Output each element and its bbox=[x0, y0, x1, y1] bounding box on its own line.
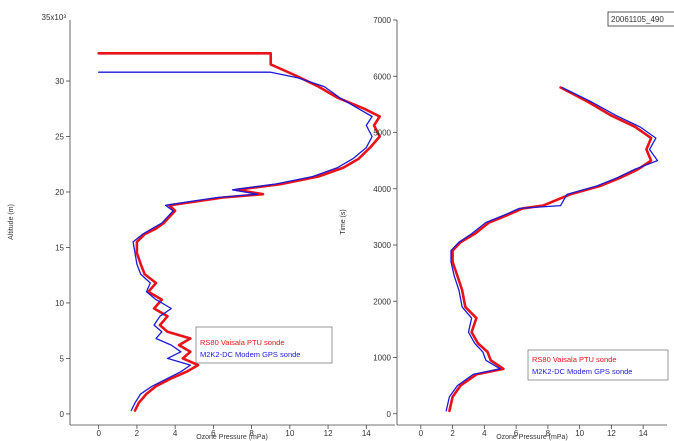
left-legend-box bbox=[195, 326, 333, 364]
left-legend: RS80 Vaisala PTU sonde M2K2-DC Modem GPS… bbox=[195, 326, 333, 364]
left-legend-entry-rs80: RS80 Vaisala PTU sonde bbox=[200, 338, 285, 347]
right-y-tick-label: 6000 bbox=[373, 72, 391, 81]
left-y-tick-label: 20 bbox=[55, 188, 64, 197]
left-y-tick-label: 0 bbox=[60, 410, 65, 419]
right-y-tick-label: 2000 bbox=[373, 297, 391, 306]
right-series-line-rs80 bbox=[448, 86, 653, 413]
left-x-tick-label: 8 bbox=[249, 429, 254, 438]
left-x-tick-label: 2 bbox=[135, 429, 140, 438]
annotation-label: 20061105_490 bbox=[611, 15, 664, 24]
right-y-axis-title: Time (s) bbox=[340, 209, 347, 234]
right-x-tick-label: 14 bbox=[639, 429, 648, 438]
left-series-line-m2k2-dc bbox=[98, 71, 373, 412]
right-x-tick-label: 12 bbox=[607, 429, 616, 438]
left-x-tick-label: 6 bbox=[211, 429, 216, 438]
left-y-tick-label: 5 bbox=[60, 354, 65, 363]
right-y-tick-label: 1000 bbox=[373, 354, 391, 363]
right-y-tick-label: 3000 bbox=[373, 241, 391, 250]
right-x-tick-label: 4 bbox=[482, 429, 487, 438]
right-x-axis-title: Ozone Pressure (mPa) bbox=[496, 434, 568, 441]
right-x-tick-label: 10 bbox=[575, 429, 584, 438]
left-y-tick-label: 10 bbox=[55, 299, 64, 308]
left-y-axis-title: Altitude (m) bbox=[8, 204, 15, 240]
left-y-tick-label: 15 bbox=[55, 243, 64, 252]
left-x-tick-label: 14 bbox=[362, 429, 371, 438]
right-y-tick-label: 5000 bbox=[373, 129, 391, 138]
left-legend-entry-m2k2: M2K2-DC Modem GPS sonde bbox=[200, 350, 300, 359]
right-legend-entry-m2k2: M2K2-DC Modem GPS sonde bbox=[532, 367, 632, 376]
altitude-panel: 0 5 10 15 20 25 30 0 2 4 6 8 10 12 14 bbox=[55, 20, 395, 438]
y-multiplier-label: 35x10³ bbox=[42, 13, 67, 22]
left-y-tick-label: 25 bbox=[55, 133, 64, 142]
right-x-tick-label: 8 bbox=[546, 429, 551, 438]
right-legend: RS80 Vaisala PTU sonde M2K2-DC Modem GPS… bbox=[527, 349, 669, 381]
right-x-tick-label: 6 bbox=[514, 429, 519, 438]
right-legend-entry-rs80: RS80 Vaisala PTU sonde bbox=[532, 355, 617, 364]
right-series-line-m2k2-dc bbox=[445, 86, 659, 412]
right-y-tick-label: 0 bbox=[387, 410, 392, 419]
right-x-tick-label: 0 bbox=[419, 429, 424, 438]
left-series-line-rs80 bbox=[97, 51, 382, 412]
time-panel: 0 1000 2000 3000 4000 5000 6000 7000 0 2 4 6 8 10 12 14 bbox=[373, 16, 667, 438]
right-y-tick-label: 7000 bbox=[373, 16, 391, 25]
right-legend-box bbox=[527, 349, 669, 381]
left-y-tick-label: 30 bbox=[55, 77, 64, 86]
right-x-tick-label: 2 bbox=[450, 429, 455, 438]
left-x-tick-label: 0 bbox=[96, 429, 101, 438]
left-x-tick-label: 12 bbox=[324, 429, 333, 438]
annotation-box bbox=[607, 11, 674, 27]
left-x-tick-label: 10 bbox=[285, 429, 294, 438]
left-x-tick-label: 4 bbox=[173, 429, 178, 438]
right-y-tick-label: 4000 bbox=[373, 185, 391, 194]
left-x-axis-title: Ozone Pressure (mPa) bbox=[196, 434, 268, 441]
